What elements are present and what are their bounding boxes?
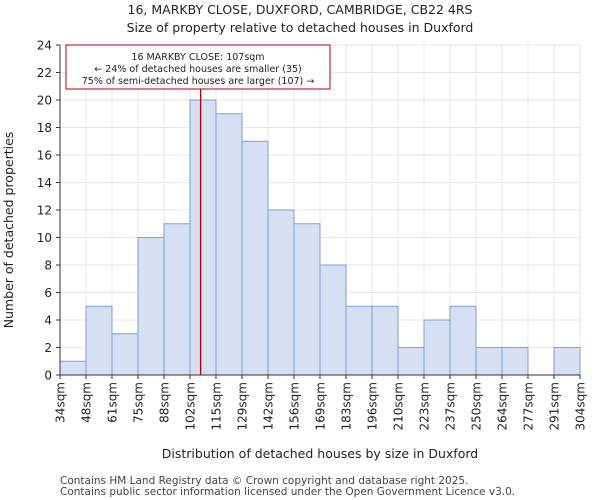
y-tick-label: 2: [44, 341, 52, 355]
bar: [449, 305, 477, 376]
x-tick-label: 115sqm: [210, 382, 224, 430]
x-tick-label: 48sqm: [80, 382, 94, 423]
x-tick-label: 196sqm: [366, 382, 380, 430]
bar: [501, 347, 529, 376]
y-axis-label: Number of detached properties: [1, 132, 16, 329]
bar: [475, 347, 503, 376]
y-tick-label: 16: [37, 149, 52, 163]
x-tick-label: 264sqm: [496, 382, 510, 430]
x-tick-labels: 34sqm 48sqm 61sqm 75sqm 88sqm 102sqm 115sqm 129…: [54, 375, 588, 430]
y-tick-label: 10: [37, 231, 52, 245]
bar: [215, 113, 243, 376]
bar: [553, 347, 581, 376]
x-tick-label: 183sqm: [340, 382, 354, 430]
y-tick-label: 6: [44, 286, 52, 300]
footer-line1: Contains HM Land Registry data © Crown c…: [60, 475, 468, 487]
bar: [85, 305, 113, 376]
footer-line2: Contains public sector information licen…: [60, 486, 515, 498]
bar: [59, 360, 87, 376]
bar: [397, 347, 425, 376]
x-tick-label: 156sqm: [288, 382, 302, 430]
x-tick-label: 75sqm: [132, 382, 146, 423]
y-tick-label: 22: [37, 66, 52, 80]
bar: [163, 223, 191, 376]
x-tick-label: 102sqm: [184, 382, 198, 430]
bar: [241, 140, 269, 376]
y-tick-label: 14: [37, 176, 52, 190]
x-tick-label: 61sqm: [106, 382, 120, 423]
x-tick-label: 237sqm: [444, 382, 458, 430]
bar: [423, 319, 451, 376]
annotation-line2: ← 24% of detached houses are smaller (35…: [94, 64, 301, 75]
chart-title-line1: 16, MARKBY CLOSE, DUXFORD, CAMBRIDGE, CB…: [128, 2, 473, 17]
y-tick-label: 4: [44, 314, 52, 328]
x-tick-label: 142sqm: [262, 382, 276, 430]
x-tick-label: 129sqm: [236, 382, 250, 430]
bars: [59, 99, 581, 376]
y-tick-label: 8: [44, 259, 52, 273]
y-tick-label: 20: [37, 94, 52, 108]
bar: [111, 333, 139, 376]
y-tick-label: 18: [37, 121, 52, 135]
x-tick-label: 304sqm: [574, 382, 588, 430]
bar: [319, 264, 347, 376]
x-tick-label: 34sqm: [54, 382, 68, 423]
x-tick-label: 88sqm: [158, 382, 172, 423]
x-axis-label: Distribution of detached houses by size …: [162, 446, 478, 461]
x-tick-label: 277sqm: [522, 382, 536, 430]
x-tick-label: 291sqm: [548, 382, 562, 430]
bar: [371, 305, 399, 376]
bar: [267, 209, 295, 376]
y-tick-label: 0: [44, 369, 52, 383]
x-tick-label: 250sqm: [470, 382, 484, 430]
x-tick-label: 210sqm: [392, 382, 406, 430]
bar: [345, 305, 373, 376]
x-tick-label: 169sqm: [314, 382, 328, 430]
chart-title-line2: Size of property relative to detached ho…: [127, 20, 474, 35]
annotation-box: 16 MARKBY CLOSE: 107sqm ← 24% of detache…: [65, 44, 331, 90]
bar: [137, 237, 165, 376]
y-tick-label: 24: [37, 39, 52, 53]
x-tick-label: 223sqm: [418, 382, 432, 430]
bar: [293, 223, 321, 376]
bar: [189, 99, 217, 376]
annotation-line1: 16 MARKBY CLOSE: 107sqm: [131, 52, 264, 63]
y-tick-label: 12: [37, 204, 52, 218]
annotation-line3: 75% of semi-detached houses are larger (…: [82, 76, 315, 87]
